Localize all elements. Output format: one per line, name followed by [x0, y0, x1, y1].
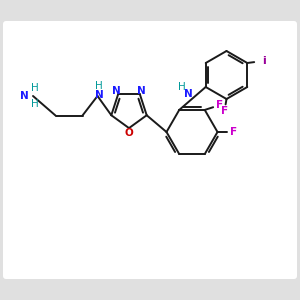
- Text: F: F: [216, 100, 223, 110]
- Text: F: F: [230, 127, 237, 137]
- Text: N: N: [112, 86, 121, 96]
- Text: N: N: [184, 89, 192, 99]
- Text: H: H: [31, 99, 38, 110]
- Text: i: i: [262, 56, 266, 67]
- Text: H: H: [95, 80, 103, 91]
- FancyBboxPatch shape: [3, 21, 297, 279]
- Text: H: H: [31, 82, 38, 93]
- Text: N: N: [137, 86, 146, 96]
- Text: O: O: [124, 128, 134, 138]
- Text: H: H: [178, 82, 186, 92]
- Text: F: F: [221, 106, 229, 116]
- Text: N: N: [20, 91, 28, 101]
- Text: N: N: [94, 89, 103, 100]
